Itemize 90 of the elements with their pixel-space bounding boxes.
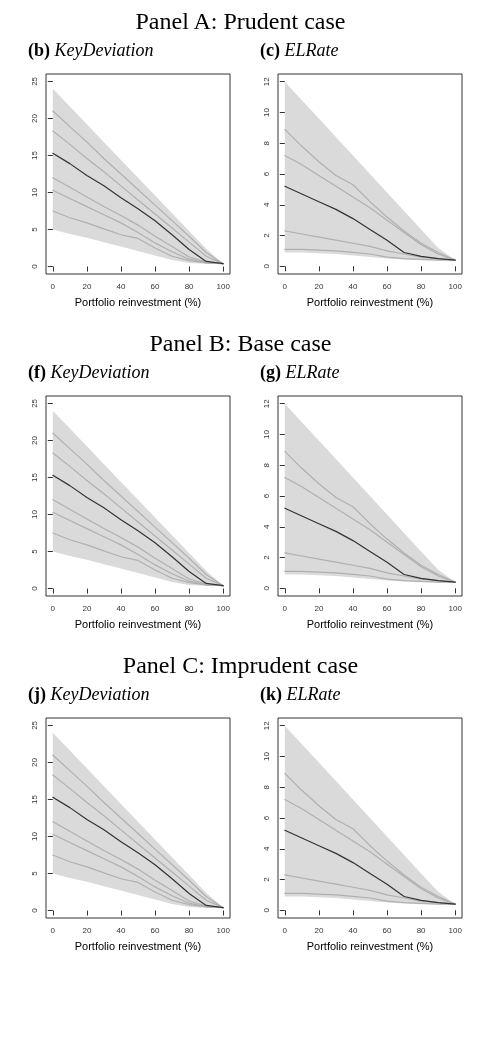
y-tick-label: 0 — [261, 907, 271, 913]
y-tick-label: 15 — [29, 794, 39, 804]
x-tick-label: 100 — [216, 281, 231, 291]
y-tick-label: 5 — [29, 226, 39, 232]
y-tick-label: 5 — [29, 870, 39, 876]
chart-subtitle: (g) ELRate — [260, 362, 340, 382]
y-tick-label: 6 — [261, 171, 271, 177]
y-tick-label: 2 — [261, 876, 271, 882]
chart-subtitle: (c) ELRate — [260, 40, 339, 60]
y-tick-label: 15 — [29, 150, 39, 160]
x-tick-label: 20 — [314, 281, 324, 291]
x-tick-label: 20 — [82, 281, 92, 291]
y-tick-label: 2 — [261, 554, 271, 560]
x-tick-label: 0 — [282, 281, 288, 291]
x-tick-label: 40 — [348, 925, 358, 935]
y-tick-label: 0 — [29, 263, 39, 269]
x-axis-title: Portfolio reinvestment (%) — [74, 617, 202, 630]
x-tick-label: 40 — [116, 925, 126, 935]
x-tick-label: 60 — [382, 925, 393, 935]
chart-subtitle: (f) KeyDeviation — [28, 362, 150, 382]
y-tick-label: 20 — [29, 435, 39, 445]
y-tick-label: 0 — [261, 263, 271, 269]
x-tick-label: 40 — [116, 603, 126, 613]
y-tick-label: 25 — [29, 76, 39, 86]
y-tick-label: 10 — [261, 429, 271, 439]
y-tick-label: 25 — [29, 720, 39, 730]
y-tick-label: 6 — [261, 815, 271, 821]
y-tick-label: 25 — [29, 398, 39, 408]
y-tick-label: 6 — [261, 493, 271, 499]
y-tick-label: 20 — [29, 757, 39, 767]
y-tick-label: 0 — [29, 907, 39, 913]
y-tick-label: 8 — [261, 784, 271, 790]
y-tick-label: 4 — [261, 524, 271, 529]
y-tick-label: 12 — [261, 398, 271, 409]
x-axis-title: Portfolio reinvestment (%) — [306, 939, 434, 952]
x-tick-label: 20 — [82, 925, 92, 935]
x-tick-label: 100 — [216, 925, 231, 935]
x-tick-label: 40 — [348, 281, 358, 291]
chart-title: Panel B: Base case — [148, 330, 333, 358]
x-tick-label: 100 — [216, 603, 231, 613]
x-tick-label: 100 — [448, 281, 463, 291]
chart-subtitle: (b) KeyDeviation — [28, 40, 154, 60]
x-tick-label: 0 — [50, 603, 56, 613]
x-tick-label: 20 — [82, 603, 92, 613]
x-axis-title: Portfolio reinvestment (%) — [306, 617, 434, 630]
x-tick-label: 60 — [382, 281, 393, 291]
chart-subtitle: (k) ELRate — [260, 684, 341, 704]
y-tick-label: 20 — [29, 113, 39, 123]
y-tick-label: 12 — [261, 720, 271, 731]
y-tick-label: 10 — [29, 187, 39, 197]
x-tick-label: 40 — [116, 281, 126, 291]
y-tick-label: 4 — [261, 202, 271, 207]
x-tick-label: 0 — [282, 925, 288, 935]
x-tick-label: 60 — [150, 603, 161, 613]
y-tick-label: 4 — [261, 846, 271, 851]
x-tick-label: 40 — [348, 603, 358, 613]
x-tick-label: 0 — [50, 281, 56, 291]
x-tick-label: 60 — [150, 281, 161, 291]
y-tick-label: 10 — [261, 751, 271, 761]
x-axis-title: Portfolio reinvestment (%) — [74, 939, 202, 952]
x-axis-title: Portfolio reinvestment (%) — [306, 295, 434, 308]
y-tick-label: 2 — [261, 232, 271, 238]
x-tick-label: 100 — [448, 603, 463, 613]
y-tick-label: 12 — [261, 76, 271, 87]
x-tick-label: 60 — [382, 603, 393, 613]
x-tick-label: 0 — [282, 603, 288, 613]
y-tick-label: 0 — [261, 585, 271, 591]
y-tick-label: 10 — [29, 509, 39, 519]
x-tick-label: 80 — [416, 603, 427, 613]
x-tick-label: 20 — [314, 925, 324, 935]
x-tick-label: 80 — [416, 925, 427, 935]
x-tick-label: 100 — [448, 925, 463, 935]
chart-subtitle: (j) KeyDeviation — [28, 684, 150, 704]
chart-title: Panel A: Prudent case — [134, 8, 347, 36]
y-tick-label: 0 — [29, 585, 39, 591]
y-tick-label: 8 — [261, 462, 271, 468]
x-tick-label: 80 — [184, 925, 195, 935]
x-tick-label: 60 — [150, 925, 161, 935]
x-axis-title: Portfolio reinvestment (%) — [74, 295, 202, 308]
x-tick-label: 0 — [50, 925, 56, 935]
x-tick-label: 80 — [184, 603, 195, 613]
x-tick-label: 20 — [314, 603, 324, 613]
chart-title: Panel C: Imprudent case — [121, 652, 360, 680]
x-tick-label: 80 — [184, 281, 195, 291]
x-tick-label: 80 — [416, 281, 427, 291]
y-tick-label: 5 — [29, 548, 39, 554]
y-tick-label: 10 — [29, 831, 39, 841]
y-tick-label: 8 — [261, 140, 271, 146]
y-tick-label: 15 — [29, 472, 39, 482]
y-tick-label: 10 — [261, 107, 271, 117]
